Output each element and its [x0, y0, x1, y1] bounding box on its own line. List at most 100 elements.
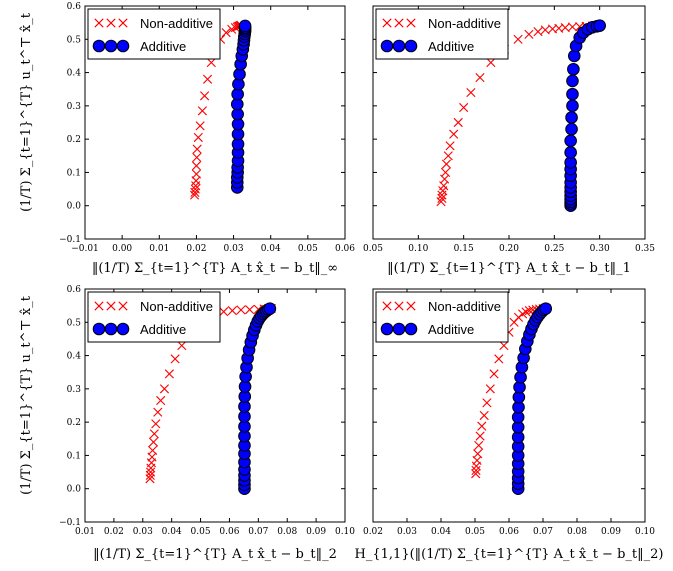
legend-non-additive-marker — [406, 301, 416, 311]
non-additive-point — [466, 87, 476, 98]
non-additive-point — [190, 184, 200, 194]
y-tick-label: 0.2 — [67, 135, 81, 145]
additive-point — [593, 19, 606, 32]
y-tick-label: 0.4 — [67, 69, 82, 79]
non-additive-point — [474, 440, 484, 451]
subplot-4: 0.02 0.03 0.04 0.05 0.06 0.07 0.08 0.09 0.10 Non-… — [355, 288, 663, 562]
y-tick-label: −0.1 — [59, 235, 81, 245]
y-tick-label: 0.2 — [67, 418, 81, 428]
legend-non-additive-marker — [106, 18, 116, 28]
non-additive-point — [477, 421, 487, 431]
plot-area — [189, 19, 252, 200]
non-additive-point — [449, 129, 459, 139]
plot-area — [436, 19, 606, 213]
non-additive-point — [471, 465, 481, 475]
non-additive-point — [475, 72, 485, 83]
additive-point — [565, 111, 578, 124]
x-tick-label: 0.06 — [335, 244, 355, 254]
legend-additive-marker — [392, 322, 406, 336]
non-additive-point — [192, 152, 202, 163]
legend: Non-additive Additive — [375, 291, 509, 343]
non-additive-point — [148, 437, 159, 447]
non-additive-point — [489, 369, 499, 379]
legend-non-additive-marker — [118, 18, 128, 28]
non-additive-point — [453, 117, 463, 128]
non-additive-point — [164, 369, 174, 379]
non-additive-point — [148, 445, 158, 456]
non-additive-point — [156, 395, 166, 406]
subplot-2: 0.05 0.10 0.15 0.20 0.25 0.30 0.35 Non-additive… — [363, 5, 655, 276]
axes-frame — [84, 5, 346, 240]
non-additive-point — [191, 161, 202, 171]
additive-point — [539, 302, 553, 315]
legend-additive-marker — [92, 39, 106, 53]
non-additive-point — [245, 305, 255, 315]
x-tick-label: 0.01 — [149, 244, 169, 254]
non-additive-point — [219, 307, 229, 317]
additive-point — [238, 19, 252, 33]
y-axis-label: (1/T) Σ_{t=1}^{T} u_t^⊤ x̂_t — [19, 295, 34, 495]
x-tick-label: 0.04 — [162, 527, 182, 537]
x-tick-label: 0.10 — [408, 244, 428, 254]
y-tick-label: 0.0 — [67, 202, 82, 212]
x-tick-label: 0.06 — [499, 527, 519, 537]
non-additive-point — [153, 407, 163, 417]
non-additive-point — [206, 57, 216, 68]
non-additive-point — [499, 340, 509, 351]
x-tick-label: 0.10 — [335, 527, 355, 537]
non-additive-point — [441, 159, 452, 169]
legend-additive-marker — [116, 39, 130, 53]
non-additive-point — [197, 106, 207, 116]
non-additive-point — [236, 305, 246, 315]
non-additive-point — [192, 144, 202, 154]
y-tick-label: 0.1 — [67, 451, 81, 461]
x-tick-label: 0.03 — [133, 527, 153, 537]
non-additive-point — [482, 398, 492, 408]
additive-point — [263, 302, 277, 315]
non-additive-point — [145, 470, 155, 480]
x-axis-label: ‖(1/T) Σ_{t=1}^{T} A_t x̂_t − b_t‖_∞ — [92, 261, 338, 276]
x-tick-label: −0.01 — [71, 244, 99, 254]
legend-non-additive-label: Non-additive — [140, 16, 213, 31]
legend-additive-label: Additive — [428, 39, 474, 54]
non-additive-point — [560, 23, 570, 33]
non-additive-point — [567, 22, 578, 32]
non-additive-point — [513, 34, 523, 44]
y-tick-label: 0.3 — [67, 102, 82, 112]
x-tick-label: 0.09 — [306, 527, 326, 537]
non-additive-point — [200, 91, 210, 101]
x-tick-label: 0.35 — [635, 244, 655, 254]
x-tick-label: 0.30 — [590, 244, 610, 254]
legend: Non-additive Additive — [87, 8, 221, 60]
non-additive-point — [195, 121, 205, 131]
non-additive-point — [533, 27, 543, 37]
x-tick-label: 0.03 — [397, 527, 417, 537]
x-tick-label: 0.01 — [75, 527, 95, 537]
additive-point — [567, 62, 580, 76]
legend-non-additive-label: Non-additive — [428, 299, 501, 314]
non-additive-point — [473, 449, 483, 459]
x-tick-label: 0.15 — [454, 244, 474, 254]
x-tick-label: 0.03 — [224, 244, 244, 254]
non-additive-point — [524, 29, 534, 39]
y-tick-label: 0.1 — [67, 168, 81, 178]
y-tick-label: 0.3 — [67, 385, 82, 395]
plot-area — [471, 302, 553, 496]
x-tick-label: 0.07 — [248, 527, 268, 537]
legend: Non-additive Additive — [87, 291, 221, 343]
non-additive-point — [445, 141, 455, 151]
non-additive-point — [486, 57, 496, 68]
x-tick-label: 0.20 — [499, 244, 519, 254]
y-tick-label: 0.0 — [67, 485, 82, 495]
legend: Non-additive Additive — [375, 8, 509, 60]
x-tick-label: 0.05 — [363, 244, 383, 254]
non-additive-point — [440, 167, 451, 178]
x-tick-label: 0.02 — [104, 527, 124, 537]
legend-non-additive-label: Non-additive — [428, 16, 501, 31]
non-additive-point — [479, 410, 489, 421]
legend-non-additive-marker — [382, 18, 392, 28]
y-tick-label: 0.6 — [67, 285, 82, 295]
non-additive-point — [151, 419, 161, 429]
non-additive-point — [521, 307, 531, 317]
